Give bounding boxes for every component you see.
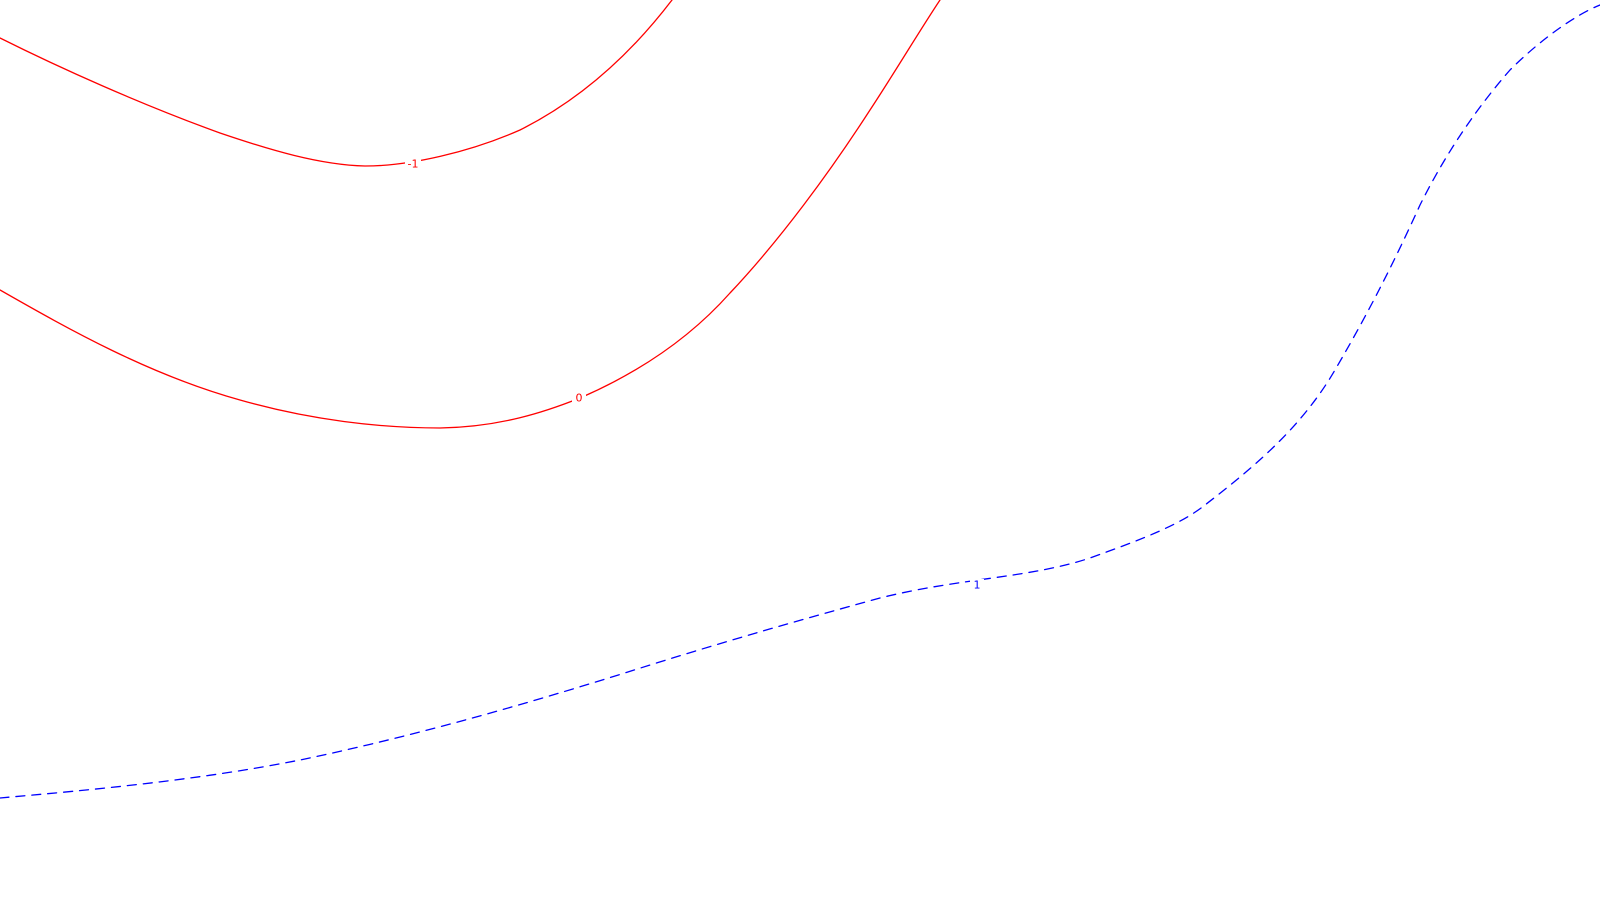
label-gap-0 <box>572 392 586 404</box>
label-gap-plus-1 <box>970 579 984 591</box>
contour-line-minus-1 <box>0 0 673 167</box>
label-gap-minus-1 <box>405 158 421 170</box>
contour-label-0: 0 <box>576 392 583 405</box>
contour-minus-1-group: -1 <box>0 0 673 171</box>
contour-plus-1-group: 1 <box>0 4 1600 799</box>
contour-label-plus-1: 1 <box>974 579 981 592</box>
contour-line-plus-1 <box>0 4 1600 799</box>
contour-label-minus-1: -1 <box>408 158 419 171</box>
contour-0-group: 0 <box>0 0 941 429</box>
